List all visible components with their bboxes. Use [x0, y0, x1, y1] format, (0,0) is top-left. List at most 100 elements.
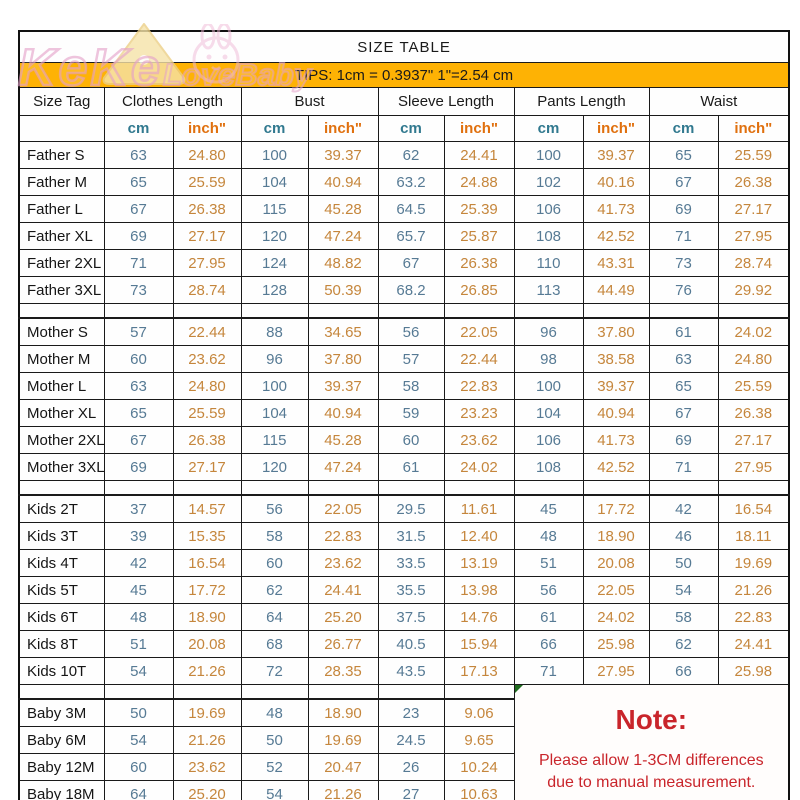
cm-value-cell: 67 — [648, 168, 719, 196]
unit-header-inch: inch" — [717, 115, 790, 142]
unit-header-inch: inch" — [307, 115, 379, 142]
inch-value-cell: 16.54 — [717, 494, 790, 523]
inch-value-cell: 22.83 — [307, 522, 379, 550]
inch-value-cell: 27.17 — [172, 222, 242, 250]
inch-value-cell: 25.20 — [172, 780, 242, 800]
inch-value-cell: 43.31 — [582, 249, 650, 277]
inch-value-cell: 27.17 — [172, 453, 242, 481]
cm-value-cell: 65 — [648, 372, 719, 400]
inch-value-cell: 22.44 — [172, 317, 242, 346]
spacer-cell — [717, 303, 790, 319]
size-tag-cell: Father XL — [18, 222, 105, 250]
note-heading: Note: — [615, 704, 688, 736]
unit-header-cm: cm — [513, 115, 584, 142]
table-row-father: Father L 67 26.38 115 45.28 64.5 25.39 106 41.73… — [18, 195, 790, 223]
spacer-cell — [172, 480, 242, 496]
inch-value-cell: 18.11 — [717, 522, 790, 550]
inch-value-cell: 10.24 — [443, 753, 515, 781]
spacer-cell — [513, 480, 584, 496]
cm-value-cell: 56 — [240, 494, 309, 523]
inch-value-cell: 27.95 — [172, 249, 242, 277]
cm-value-cell: 69 — [648, 426, 719, 454]
inch-value-cell: 47.24 — [307, 453, 379, 481]
cm-value-cell: 42 — [103, 549, 174, 577]
size-tag-cell: Mother XL — [18, 399, 105, 427]
cm-value-cell: 124 — [240, 249, 309, 277]
cm-value-cell: 59 — [377, 399, 445, 427]
inch-value-cell: 10.63 — [443, 780, 515, 800]
section-spacer-row: Note: Please allow 1-3CM differences due … — [18, 684, 790, 800]
cm-value-cell: 50 — [240, 726, 309, 754]
inch-value-cell: 24.02 — [582, 603, 650, 631]
inch-value-cell: 22.05 — [307, 494, 379, 523]
cm-value-cell: 63 — [648, 345, 719, 373]
inch-value-cell: 25.98 — [717, 657, 790, 685]
cm-value-cell: 67 — [648, 399, 719, 427]
unit-header-inch: inch" — [582, 115, 650, 142]
inch-value-cell: 37.80 — [307, 345, 379, 373]
size-tag-cell: Baby 6M — [18, 726, 105, 754]
inch-value-cell: 21.26 — [172, 726, 242, 754]
inch-value-cell: 26.38 — [172, 195, 242, 223]
spacer-cell — [18, 480, 105, 496]
inch-value-cell: 18.90 — [582, 522, 650, 550]
table-row-kids: Kids 8T 51 20.08 68 26.77 40.5 15.94 66 25.98 62 2… — [18, 630, 790, 658]
spacer-cell — [648, 303, 719, 319]
size-tag-cell: Father 3XL — [18, 276, 105, 304]
cm-value-cell: 73 — [103, 276, 174, 304]
unit-header-cm: cm — [377, 115, 445, 142]
size-tag-cell: Baby 18M — [18, 780, 105, 800]
cm-value-cell: 113 — [513, 276, 584, 304]
cm-value-cell: 100 — [513, 372, 584, 400]
cm-value-cell: 23 — [377, 698, 445, 727]
spacer-cell — [240, 480, 309, 496]
cm-value-cell: 42 — [648, 494, 719, 523]
inch-value-cell: 21.26 — [307, 780, 379, 800]
inch-value-cell: 26.38 — [172, 426, 242, 454]
spacer-cell — [377, 480, 445, 496]
inch-value-cell: 28.74 — [172, 276, 242, 304]
inch-value-cell: 25.87 — [443, 222, 515, 250]
cm-value-cell: 67 — [103, 195, 174, 223]
spacer-cell — [103, 303, 174, 319]
inch-value-cell: 20.08 — [172, 630, 242, 658]
cm-value-cell: 54 — [648, 576, 719, 604]
section-spacer-row — [18, 480, 790, 496]
inch-value-cell: 15.35 — [172, 522, 242, 550]
inch-value-cell: 28.74 — [717, 249, 790, 277]
cm-value-cell: 64 — [103, 780, 174, 800]
cm-value-cell: 100 — [240, 141, 309, 169]
cm-value-cell: 68 — [240, 630, 309, 658]
cm-value-cell: 57 — [377, 345, 445, 373]
cm-value-cell: 57 — [103, 317, 174, 346]
cm-value-cell: 61 — [513, 603, 584, 631]
size-tag-cell: Baby 12M — [18, 753, 105, 781]
cm-value-cell: 60 — [103, 345, 174, 373]
header-size-tag: Size Tag — [18, 87, 105, 116]
header-pants-length: Pants Length — [513, 87, 650, 116]
inch-value-cell: 26.77 — [307, 630, 379, 658]
inch-value-cell: 25.59 — [172, 399, 242, 427]
table-row-mother: Mother 3XL 69 27.17 120 47.24 61 24.02 108 42.52… — [18, 453, 790, 481]
cm-value-cell: 64.5 — [377, 195, 445, 223]
inch-value-cell: 45.28 — [307, 426, 379, 454]
spacer-cell — [377, 684, 445, 700]
inch-value-cell: 26.85 — [443, 276, 515, 304]
cm-value-cell: 58 — [377, 372, 445, 400]
inch-value-cell: 39.37 — [307, 372, 379, 400]
inch-value-cell: 39.37 — [582, 372, 650, 400]
size-tag-cell: Mother S — [18, 317, 105, 346]
spacer-cell — [377, 303, 445, 319]
size-tag-cell: Kids 8T — [18, 630, 105, 658]
inch-value-cell: 26.38 — [443, 249, 515, 277]
tips-banner: TIPS: 1cm = 0.3937" 1"=2.54 cm — [18, 62, 790, 88]
size-tag-cell: Kids 5T — [18, 576, 105, 604]
header-waist: Waist — [648, 87, 790, 116]
table-row-father: Father 3XL 73 28.74 128 50.39 68.2 26.85 113 44.… — [18, 276, 790, 304]
cm-value-cell: 65 — [103, 168, 174, 196]
inch-value-cell: 23.23 — [443, 399, 515, 427]
cm-value-cell: 65.7 — [377, 222, 445, 250]
cm-value-cell: 35.5 — [377, 576, 445, 604]
inch-value-cell: 25.59 — [717, 141, 790, 169]
cm-value-cell: 64 — [240, 603, 309, 631]
